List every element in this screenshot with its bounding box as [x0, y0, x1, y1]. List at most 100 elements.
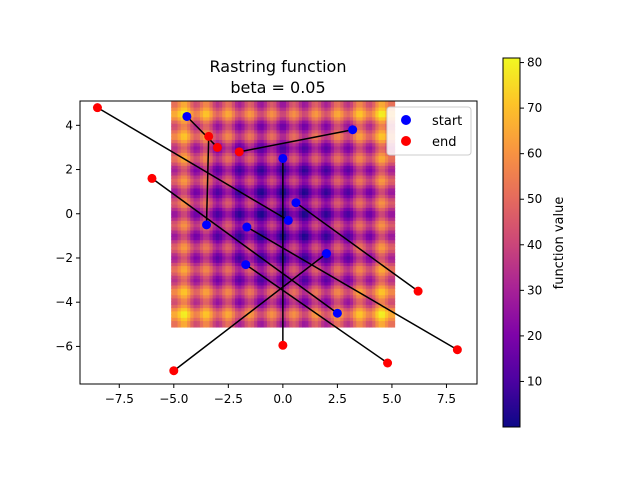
heatmap-cell	[375, 142, 380, 147]
heatmap-cell	[199, 184, 204, 189]
heatmap-cell	[333, 142, 338, 147]
heatmap-cell	[263, 320, 268, 325]
heatmap-cell	[209, 178, 214, 183]
heatmap-cell	[171, 207, 175, 212]
heatmap-cell	[353, 139, 357, 144]
heatmap-cell	[206, 284, 211, 289]
heatmap-cell	[311, 184, 316, 189]
heatmap-cell	[365, 210, 370, 215]
heatmap-cell	[378, 246, 383, 250]
heatmap-cell	[308, 110, 313, 115]
heatmap-cell	[279, 320, 284, 325]
heatmap-cell	[180, 200, 185, 205]
heatmap-cell	[193, 101, 198, 105]
heatmap-cell	[260, 116, 265, 121]
heatmap-cell	[305, 291, 309, 296]
heatmap-cell	[244, 255, 249, 260]
heatmap-cell	[235, 210, 239, 215]
heatmap-cell	[298, 126, 303, 131]
heatmap-cell	[346, 110, 351, 115]
heatmap-cell	[317, 220, 322, 225]
heatmap-cell	[215, 236, 220, 241]
heatmap-cell	[180, 142, 185, 147]
heatmap-cell	[215, 152, 220, 157]
heatmap-cell	[317, 223, 322, 228]
heatmap-cell	[372, 187, 376, 192]
heatmap-cell	[190, 307, 195, 312]
heatmap-cell	[286, 191, 290, 195]
heatmap-cell	[177, 168, 182, 173]
trajectory-line	[245, 263, 388, 364]
heatmap-cell	[241, 275, 246, 280]
heatmap-cell	[356, 252, 361, 257]
heatmap-cell	[365, 184, 370, 189]
heatmap-cell	[190, 197, 195, 202]
heatmap-cell	[235, 197, 239, 202]
heatmap-cell	[260, 123, 265, 128]
heatmap-cell	[356, 145, 361, 150]
heatmap-cell	[270, 297, 274, 302]
heatmap-cell	[286, 246, 290, 250]
heatmap-cell	[286, 323, 290, 328]
heatmap-cell	[212, 304, 217, 309]
heatmap-cell	[282, 110, 287, 115]
heatmap-cell	[391, 246, 396, 250]
heatmap-cell	[356, 317, 361, 322]
heatmap-cell	[270, 113, 274, 118]
heatmap-cell	[209, 207, 214, 212]
heatmap-cell	[254, 207, 258, 212]
heatmap-cell	[302, 204, 306, 208]
heatmap-cell	[209, 278, 214, 283]
heatmap-cell	[203, 249, 207, 254]
heatmap-cell	[333, 265, 338, 270]
heatmap-cell	[308, 162, 313, 166]
heatmap-cell	[333, 113, 338, 118]
heatmap-cell	[219, 171, 223, 176]
heatmap-cell	[375, 204, 380, 208]
heatmap-cell	[206, 246, 211, 250]
heatmap-cell	[353, 110, 357, 115]
heatmap-cell	[244, 142, 249, 147]
heatmap-cell	[286, 165, 290, 170]
heatmap-cell	[391, 181, 396, 186]
heatmap-cell	[266, 268, 271, 273]
heatmap-cell	[231, 278, 236, 283]
heatmap-cell	[180, 271, 185, 276]
heatmap-cell	[311, 220, 316, 225]
heatmap-cell	[302, 246, 306, 250]
heatmap-cell	[238, 119, 242, 124]
heatmap-cell	[311, 187, 316, 192]
heatmap-cell	[266, 242, 271, 247]
heatmap-cell	[324, 191, 329, 195]
heatmap-cell	[314, 297, 319, 302]
heatmap-cell	[183, 152, 188, 157]
heatmap-cell	[365, 310, 370, 315]
heatmap-cell	[222, 233, 227, 237]
heatmap-cell	[193, 226, 198, 231]
heatmap-cell	[260, 216, 265, 221]
heatmap-cell	[295, 126, 300, 131]
heatmap-cell	[231, 184, 236, 189]
heatmap-cell	[180, 242, 185, 247]
heatmap-cell	[308, 233, 313, 237]
heatmap-cell	[343, 255, 348, 260]
heatmap-cell	[241, 291, 246, 296]
heatmap-cell	[343, 323, 348, 328]
heatmap-cell	[273, 123, 278, 128]
heatmap-cell	[330, 242, 335, 247]
heatmap-cell	[174, 149, 179, 153]
heatmap-cell	[276, 271, 281, 276]
heatmap-cell	[324, 229, 329, 234]
heatmap-cell	[282, 314, 287, 318]
trajectory-line	[151, 177, 338, 314]
heatmap-cell	[353, 271, 357, 276]
heatmap-cell	[231, 226, 236, 231]
heatmap-cell	[219, 119, 223, 124]
heatmap-cell	[199, 187, 204, 192]
heatmap-cell	[254, 187, 258, 192]
heatmap-cell	[199, 284, 204, 289]
heatmap-cell	[369, 110, 373, 115]
heatmap-cell	[369, 268, 373, 273]
heatmap-cell	[177, 158, 182, 163]
heatmap-cell	[180, 229, 185, 234]
